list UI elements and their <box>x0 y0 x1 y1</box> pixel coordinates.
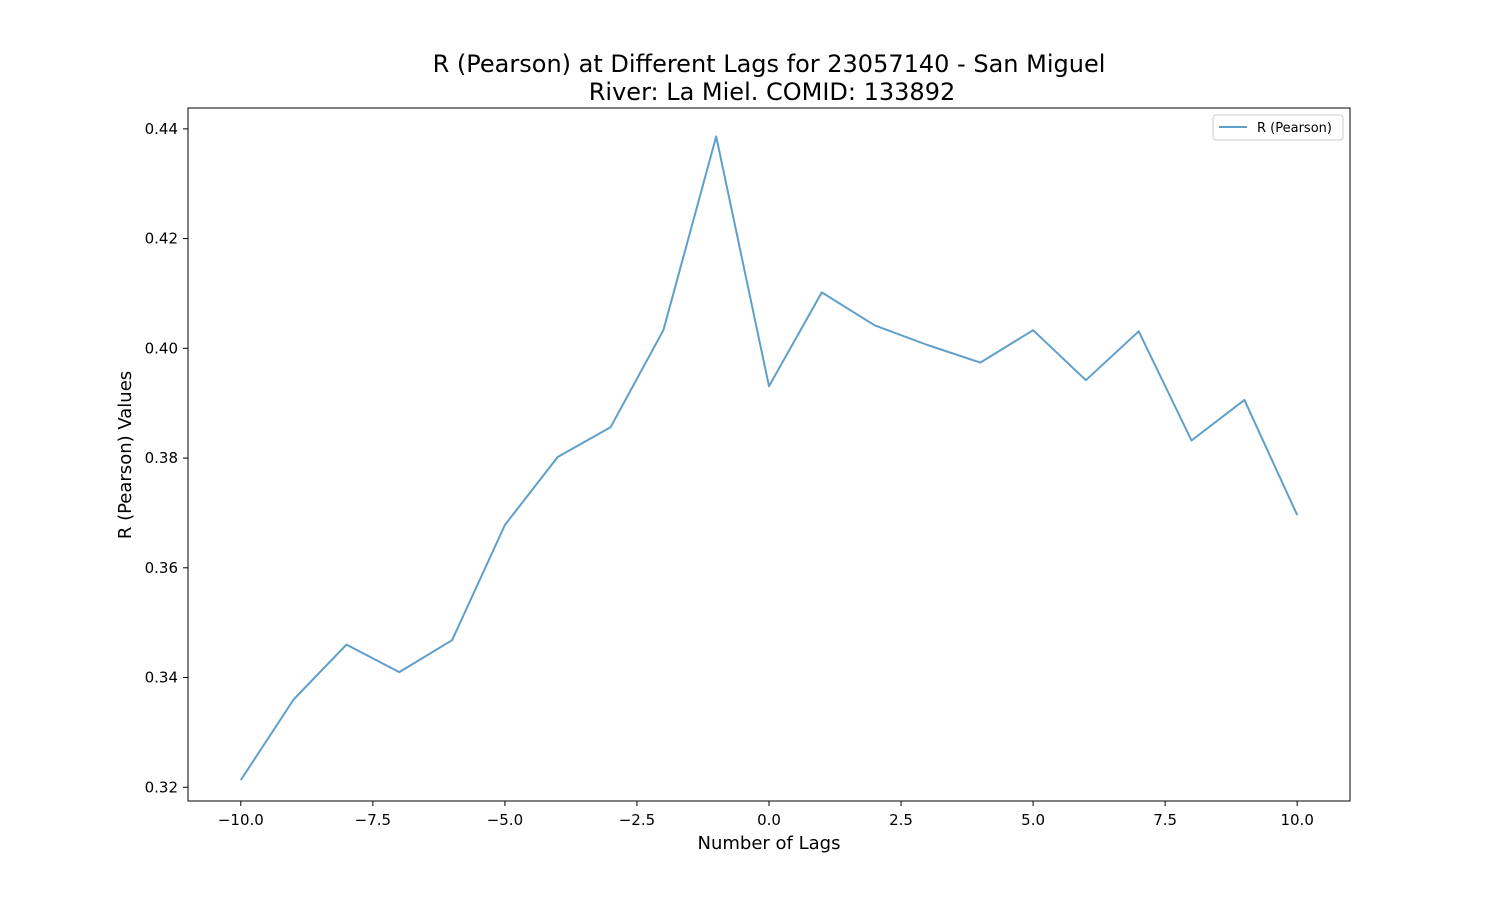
y-axis: 0.32 0.34 0.36 0.38 0.40 0.42 0.44 <box>145 120 188 796</box>
x-tick-label: 7.5 <box>1153 811 1177 829</box>
chart-title-line-2: River: La Miel. COMID: 133892 <box>589 78 956 106</box>
x-axis: −10.0 −7.5 −5.0 −2.5 0.0 2.5 5.0 7.5 10.0 <box>218 801 1314 829</box>
y-tick-label: 0.34 <box>145 669 178 687</box>
x-tick-label: −7.5 <box>355 811 391 829</box>
y-tick-label: 0.44 <box>145 120 178 138</box>
y-axis-label: R (Pearson) Values <box>115 371 136 539</box>
y-tick-label: 0.42 <box>145 230 178 248</box>
series-layer <box>239 135 1299 781</box>
series-line-r-pearson <box>239 135 1299 781</box>
y-tick-label: 0.40 <box>145 339 178 357</box>
y-tick-label: 0.36 <box>145 559 178 577</box>
y-tick-label: 0.32 <box>145 778 178 796</box>
y-tick-label: 0.38 <box>145 449 178 467</box>
plot-area <box>187 107 1351 802</box>
x-axis-label: Number of Lags <box>698 833 841 854</box>
x-tick-label: 10.0 <box>1280 811 1313 829</box>
x-tick-label: −10.0 <box>218 811 264 829</box>
x-tick-label: 0.0 <box>757 811 781 829</box>
legend-label-r-pearson: R (Pearson) <box>1257 121 1332 136</box>
legend: R (Pearson) <box>1212 114 1344 141</box>
x-tick-label: 5.0 <box>1021 811 1045 829</box>
legend-box <box>1212 114 1344 141</box>
x-tick-label: −2.5 <box>619 811 655 829</box>
chart-title-line-1: R (Pearson) at Different Lags for 230571… <box>433 50 1106 78</box>
x-tick-label: 2.5 <box>889 811 913 829</box>
x-tick-label: −5.0 <box>487 811 523 829</box>
